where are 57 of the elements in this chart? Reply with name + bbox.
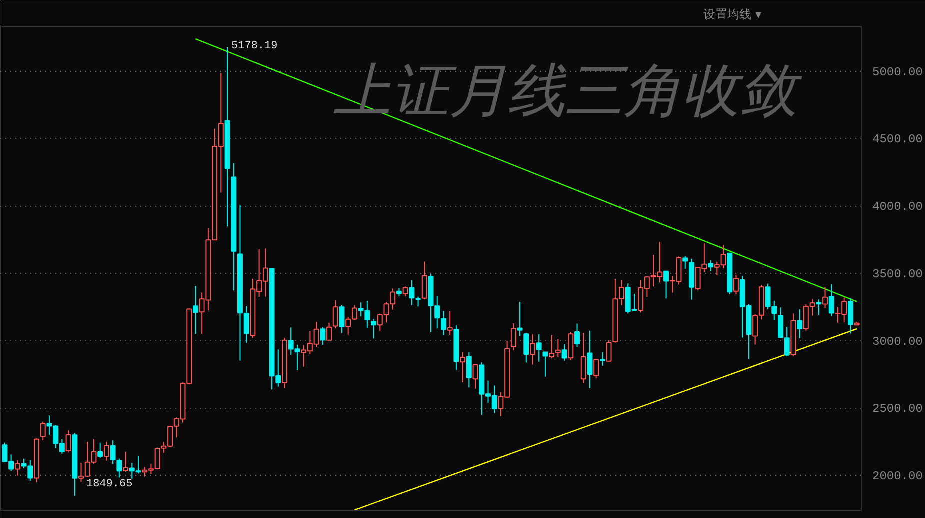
y-tick-label: 5000.00 <box>872 65 923 80</box>
candlestick <box>510 322 516 351</box>
candlestick <box>14 460 20 476</box>
candlestick <box>123 451 128 472</box>
y-tick-label: 3500.00 <box>872 267 923 282</box>
y-tick-label: 2500.00 <box>872 402 923 416</box>
candlestick <box>606 340 612 362</box>
candlestick <box>466 352 472 388</box>
candlestick <box>562 344 568 362</box>
candlestick <box>708 260 714 272</box>
candlestick <box>587 330 593 389</box>
candlestick <box>536 334 542 362</box>
candlestick <box>447 310 453 336</box>
candlestick <box>822 286 828 309</box>
candlestick <box>549 334 555 359</box>
candlestick <box>524 332 530 364</box>
annotation: 1849.65 <box>86 478 133 490</box>
candlestick <box>402 286 408 298</box>
candlestick <box>530 334 536 366</box>
candlestick <box>440 310 446 336</box>
text: 上证月线三角收敛 <box>334 56 802 124</box>
y-tick-label: 4500.00 <box>872 132 923 147</box>
candlestick <box>828 284 834 317</box>
candlestick <box>600 352 606 366</box>
candlestick <box>568 331 574 361</box>
candlestick <box>339 304 345 334</box>
candlestick <box>460 352 466 383</box>
candlestick <box>332 300 338 330</box>
text: 设置均线 ▾ <box>704 8 762 22</box>
candlestick <box>422 261 428 300</box>
candlestick <box>98 442 104 459</box>
candlestick <box>66 430 72 454</box>
annotation: 5178.19 <box>232 40 278 52</box>
candlestick <box>409 280 415 306</box>
candlestick <box>326 322 332 342</box>
candlestick <box>40 421 46 441</box>
candlestick <box>734 274 739 296</box>
y-tick-label: 2000.00 <box>872 470 923 484</box>
candlestick <box>517 302 523 337</box>
candlestick <box>472 364 478 390</box>
candlestick <box>104 441 110 462</box>
candlestick <box>416 296 422 308</box>
candlestick <box>682 255 688 270</box>
candlestick <box>320 326 326 346</box>
candlestick <box>574 323 580 348</box>
y-tick-label: 3000.00 <box>872 334 923 349</box>
candlestick <box>848 298 854 334</box>
candlestick <box>542 352 548 378</box>
candlestick <box>816 299 822 316</box>
candlestick <box>594 359 600 380</box>
y-tick-label: 4000.00 <box>872 200 923 214</box>
candlestick <box>797 308 803 339</box>
candlestick <box>555 339 561 358</box>
candlestick <box>192 286 198 335</box>
candlestick <box>371 318 376 340</box>
candlestick <box>664 270 670 300</box>
candlestick <box>580 332 586 384</box>
